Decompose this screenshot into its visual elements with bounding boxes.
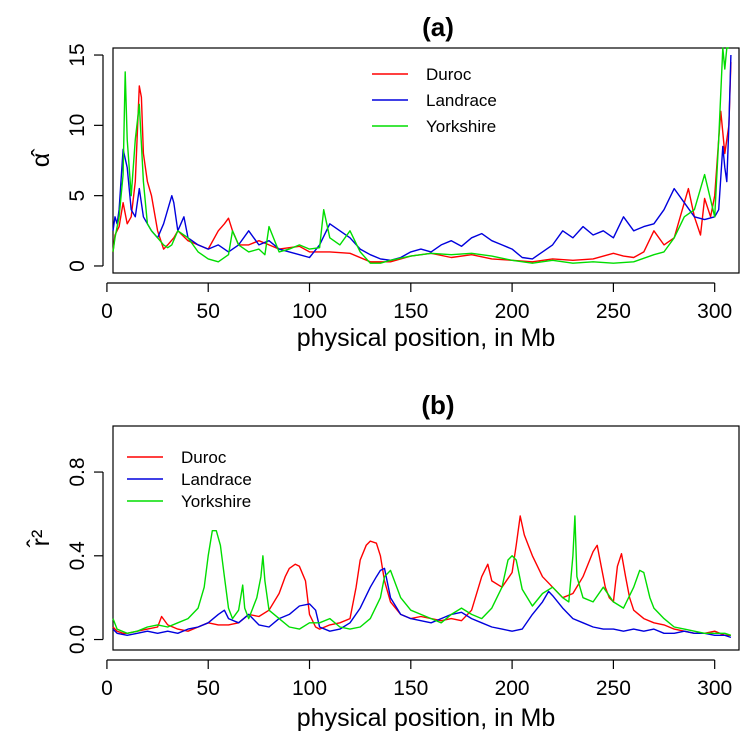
series-line-yorkshire bbox=[112, 515, 732, 636]
legend-label-yorkshire: Yorkshire bbox=[426, 117, 496, 136]
x-tick-label: 250 bbox=[596, 677, 631, 700]
x-axis-label: physical position, in Mb bbox=[297, 704, 555, 732]
y-tick-label: 15 bbox=[66, 43, 89, 66]
series-line-duroc bbox=[112, 62, 732, 263]
x-tick-label: 200 bbox=[495, 677, 530, 700]
y-tick-label: 0 bbox=[66, 260, 89, 272]
plot-area bbox=[112, 47, 740, 274]
series-line-duroc bbox=[112, 515, 731, 636]
x-tick-label: 200 bbox=[495, 300, 530, 323]
y-tick-label: 10 bbox=[66, 114, 89, 137]
x-tick-label: 250 bbox=[596, 300, 631, 323]
legend: Duroc Landrace Yorkshire bbox=[372, 65, 497, 136]
chart-title: (b) bbox=[421, 390, 454, 420]
panel-a: (a) 0 50 100 150 200 250 300 0 5 10 15 physical p… bbox=[27, 12, 740, 352]
series-line-yorkshire bbox=[112, 47, 729, 264]
series-lines bbox=[112, 47, 732, 264]
legend-label-landrace: Landrace bbox=[426, 91, 497, 110]
x-tick-label: 0 bbox=[101, 677, 113, 700]
x-tick-label: 100 bbox=[292, 677, 327, 700]
y-tick-label: 0.4 bbox=[66, 541, 89, 571]
y-axis: 0 5 10 15 bbox=[66, 43, 104, 272]
plot-frame bbox=[112, 47, 740, 274]
plot-area bbox=[112, 425, 740, 651]
y-tick-label: 5 bbox=[66, 190, 89, 202]
x-axis: 0 50 100 150 200 250 300 bbox=[101, 282, 732, 323]
x-tick-label: 100 bbox=[292, 300, 327, 323]
series-line-landrace bbox=[112, 567, 732, 639]
x-tick-label: 300 bbox=[697, 677, 732, 700]
x-tick-label: 150 bbox=[393, 677, 428, 700]
y-axis-label: α̂ bbox=[27, 148, 55, 167]
x-axis-label: physical position, in Mb bbox=[297, 324, 555, 352]
x-tick-label: 50 bbox=[197, 300, 220, 323]
x-axis: 0 50 100 150 200 250 300 bbox=[101, 659, 732, 700]
x-tick-label: 50 bbox=[197, 677, 220, 700]
series-line-landrace bbox=[112, 54, 732, 261]
series-lines bbox=[112, 515, 732, 639]
x-tick-label: 300 bbox=[697, 300, 732, 323]
panel-b: (b) 0 50 100 150 200 250 300 0.0 0.4 0.8 physica… bbox=[25, 390, 740, 732]
x-tick-label: 0 bbox=[101, 300, 113, 323]
y-tick-label: 0.8 bbox=[66, 457, 89, 486]
legend-label-landrace: Landrace bbox=[181, 470, 252, 489]
legend-label-duroc: Duroc bbox=[181, 448, 227, 467]
y-tick-label: 0.0 bbox=[66, 625, 89, 654]
legend-label-duroc: Duroc bbox=[426, 65, 472, 84]
y-axis: 0.0 0.4 0.8 bbox=[66, 457, 104, 654]
x-tick-label: 150 bbox=[393, 300, 428, 323]
y-axis-label: r̂² bbox=[25, 530, 55, 549]
legend-label-yorkshire: Yorkshire bbox=[181, 492, 251, 511]
chart-title: (a) bbox=[422, 12, 454, 42]
legend: Duroc Landrace Yorkshire bbox=[127, 448, 252, 511]
plot-frame bbox=[112, 425, 740, 651]
